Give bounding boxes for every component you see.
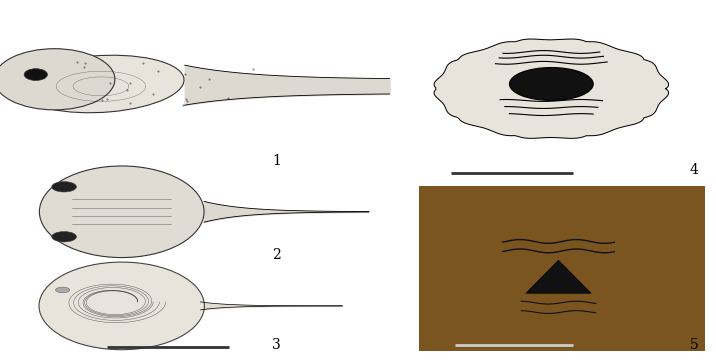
Ellipse shape [0,49,115,110]
Bar [7,264,401,351]
Polygon shape [526,260,591,293]
Text: 5: 5 [690,338,698,352]
Ellipse shape [39,262,205,350]
Text: 1: 1 [272,154,281,168]
Ellipse shape [52,182,77,192]
Text: 3: 3 [272,338,281,352]
Ellipse shape [18,55,184,113]
Ellipse shape [39,166,204,258]
Ellipse shape [56,287,69,293]
Ellipse shape [52,232,77,242]
Text: 4: 4 [690,163,698,177]
Ellipse shape [24,69,47,80]
Ellipse shape [510,67,593,100]
Bar [7,174,401,261]
Bar [419,186,705,351]
Polygon shape [434,39,669,138]
Text: 2: 2 [272,248,281,262]
Bar [7,4,401,170]
